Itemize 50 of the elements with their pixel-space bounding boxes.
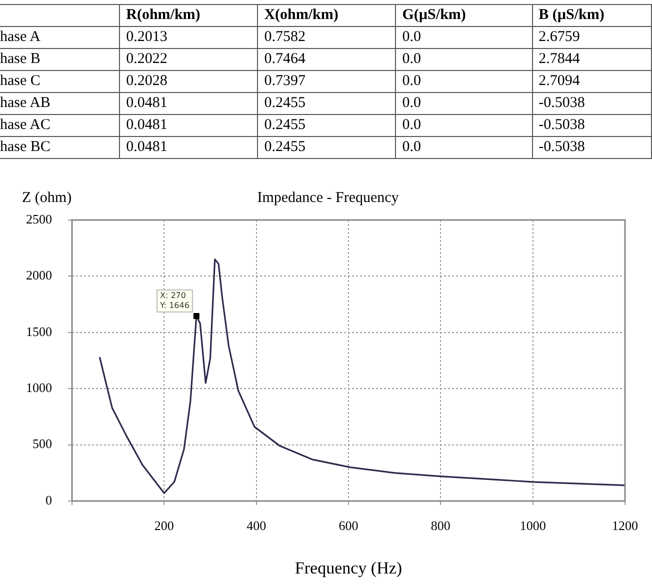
text: 0.7397 [264, 73, 306, 89]
text: 0.2022 [126, 51, 168, 67]
text: 2.6759 [538, 29, 580, 45]
x-tick-label: 600 [338, 518, 358, 534]
y-tick-label: 1000 [26, 380, 52, 396]
text: 0.2455 [264, 95, 306, 111]
text: 0.0 [402, 73, 421, 89]
category-label: hase AC [0, 117, 50, 133]
category-label: hase BC [0, 139, 50, 155]
text: 0.0481 [126, 117, 168, 133]
y-tick-label: 500 [32, 436, 52, 452]
text: 0.0 [402, 95, 421, 111]
x-tick-label: 1200 [612, 518, 638, 534]
text: 0.2013 [126, 29, 168, 45]
category-label: hase A [0, 29, 40, 45]
x-tick-label: 800 [430, 518, 450, 534]
category-label: hase AB [0, 95, 50, 111]
text: 0.0481 [126, 139, 168, 155]
text: -0.5038 [538, 117, 585, 133]
text: 0.0 [402, 139, 421, 155]
text: 2.7844 [538, 51, 580, 67]
text: 0.0481 [126, 95, 168, 111]
annotation: X: 270 Y: 1646 [159, 291, 190, 310]
x-tick-label: 1000 [520, 518, 546, 534]
text: 0.7464 [264, 51, 306, 67]
category-label: B (µS/km) [532, 4, 652, 26]
text: 0.7582 [264, 29, 306, 45]
x-tick-label: 400 [246, 518, 266, 534]
category-label: G(µS/km) [396, 4, 532, 26]
text: -0.5038 [538, 95, 585, 111]
x-axis-title: Frequency (Hz) [294, 558, 402, 578]
text: -0.5038 [538, 139, 585, 155]
text: 0.0 [402, 51, 421, 67]
category-label: hase B [0, 51, 40, 67]
text: 0.2455 [264, 139, 306, 155]
text: 0.0 [402, 117, 421, 133]
text: 2.7094 [538, 73, 580, 89]
text: 0.0 [402, 29, 421, 45]
text: 0.2028 [126, 73, 168, 89]
category-label: hase C [0, 73, 40, 89]
y-tick-label: 2000 [26, 268, 52, 283]
category-label: X(ohm/km) [258, 4, 396, 26]
category-label: R(ohm/km) [120, 4, 258, 26]
y-axis-title: Z (ohm) [22, 190, 72, 206]
y-tick-label: 0 [46, 492, 52, 508]
y-tick-label: 2500 [26, 211, 52, 226]
x-tick-label: 200 [154, 518, 174, 534]
y-tick-label: 1500 [26, 324, 52, 339]
text: 0.2455 [264, 117, 306, 133]
chart-title: Impedance - Frequency [257, 190, 400, 206]
